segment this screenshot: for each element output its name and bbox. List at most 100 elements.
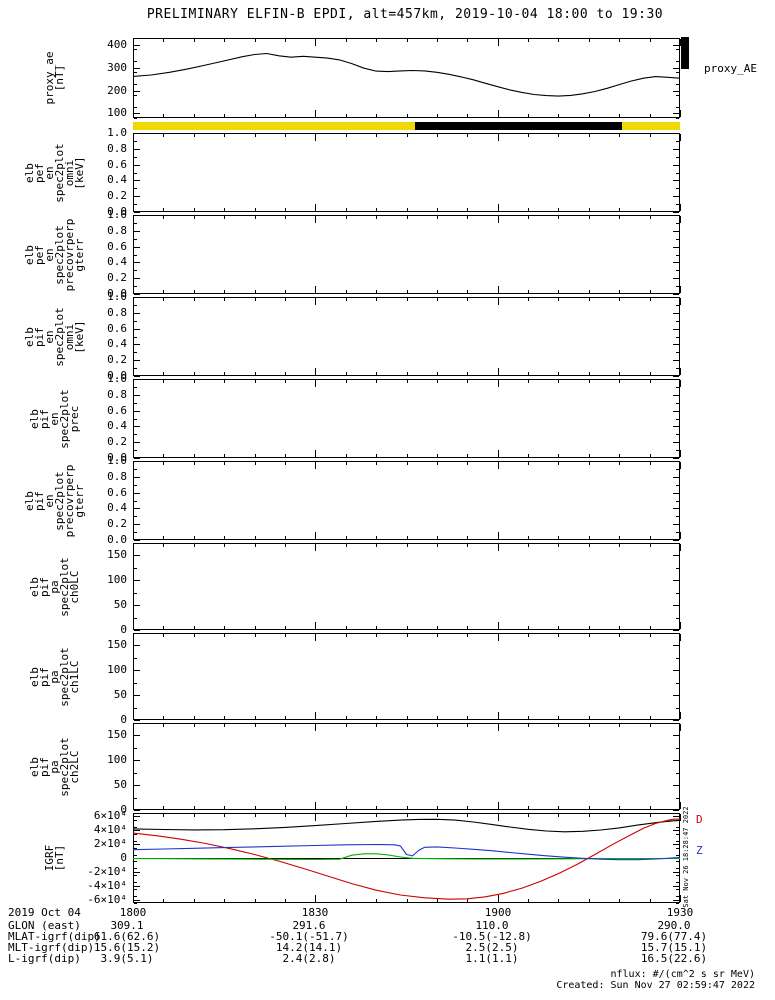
axis-tick: [224, 216, 225, 219]
axis-tick: [134, 785, 137, 786]
axis-tick: [134, 426, 137, 427]
axis-tick: [163, 134, 164, 137]
axis-tick: [437, 39, 438, 42]
axis-tick: [676, 387, 679, 388]
axis-tick: [407, 208, 408, 211]
axis-tick: [673, 886, 679, 887]
axis-tick: [134, 735, 140, 736]
axis-tick: [194, 716, 195, 719]
axis-tick: [528, 899, 529, 902]
axis-tick: [676, 321, 679, 322]
axis-tick: [676, 165, 679, 166]
axis-tick: [194, 806, 195, 809]
axis-tick: [467, 134, 468, 137]
axis-tick: [676, 118, 679, 119]
axis-tick: [315, 622, 316, 629]
axis-tick: [134, 239, 137, 240]
axis-tick: [134, 352, 137, 353]
axis-tick: [650, 114, 651, 117]
axis-tick: [467, 290, 468, 293]
axis-tick: [437, 134, 438, 137]
axis-tick: [133, 532, 134, 539]
axis-tick: [134, 270, 137, 271]
axis-tick: [676, 868, 679, 869]
axis-tick: [676, 903, 679, 904]
footer-mlt-value-4: 15.7(15.1): [640, 941, 708, 954]
axis-tick: [528, 544, 529, 547]
nflux-units-note: nflux: #/(cm^2 s sr MeV): [610, 969, 756, 980]
axis-tick: [194, 372, 195, 375]
axis-tick: [673, 900, 679, 901]
axis-tick: [676, 212, 679, 213]
axis-tick: [285, 380, 286, 383]
axis-tick: [619, 724, 620, 727]
axis-tick: [676, 461, 679, 462]
axis-tick: [619, 216, 620, 219]
axis-tick: [315, 368, 316, 375]
axis-tick: [558, 544, 559, 547]
axis-tick: [680, 450, 681, 457]
ylabel-igrf: IGRF [nT]: [43, 844, 66, 872]
axis-tick: [676, 84, 679, 85]
axis-tick: [346, 372, 347, 375]
axis-tick: [437, 208, 438, 211]
axis-tick: [676, 395, 679, 396]
ytick-label: 50: [113, 598, 127, 611]
axis-tick: [134, 212, 140, 213]
axis-tick: [224, 380, 225, 383]
axis-tick: [498, 462, 499, 469]
ytick-label: 0: [120, 803, 127, 816]
axis-tick: [676, 297, 679, 298]
axis-tick: [285, 114, 286, 117]
axis-tick: [224, 208, 225, 211]
axis-tick: [255, 716, 256, 719]
axis-tick: [619, 626, 620, 629]
ytick-label: 200: [107, 84, 127, 97]
axis-tick: [498, 724, 499, 731]
chart-lines-proxy-ae: [133, 52, 680, 97]
axis-tick: [676, 889, 679, 890]
panel-elb-pif-pa-spec2plot-ch0LC: [133, 543, 680, 630]
ytick-label: -2×10⁴: [87, 865, 127, 878]
axis-tick: [134, 442, 140, 443]
axis-tick: [255, 544, 256, 547]
axis-tick: [134, 411, 137, 412]
axis-tick: [134, 593, 137, 594]
axis-tick: [133, 204, 134, 211]
axis-tick: [676, 593, 679, 594]
ytick-label: 0.8: [107, 306, 127, 319]
axis-tick: [224, 899, 225, 902]
axis-tick: [558, 290, 559, 293]
axis-tick: [407, 806, 408, 809]
chart-lines-igrf: [133, 818, 680, 900]
axis-tick: [315, 216, 316, 223]
axis-tick: [407, 716, 408, 719]
axis-tick: [194, 298, 195, 301]
axis-tick: [224, 634, 225, 637]
axis-tick: [255, 298, 256, 301]
axis-tick: [134, 844, 140, 845]
axis-tick: [346, 899, 347, 902]
axis-tick: [676, 720, 679, 721]
axis-tick: [134, 196, 137, 197]
axis-tick: [134, 113, 140, 114]
axis-tick: [194, 626, 195, 629]
ytick-label: 0.0: [107, 369, 127, 382]
axis-tick: [437, 298, 438, 301]
axis-tick: [676, 670, 679, 671]
axis-tick: [315, 298, 316, 305]
axis-tick: [680, 39, 681, 46]
axis-tick: [315, 724, 316, 731]
axis-tick: [680, 216, 681, 223]
axis-tick: [676, 540, 679, 541]
axis-tick: [133, 216, 134, 223]
axis-tick: [498, 622, 499, 629]
ytick-label: 150: [107, 728, 127, 741]
axis-tick: [194, 134, 195, 137]
axis-tick: [163, 372, 164, 375]
axis-tick: [676, 882, 679, 883]
axis-tick: [407, 372, 408, 375]
axis-tick: [163, 626, 164, 629]
axis-tick: [133, 895, 134, 902]
